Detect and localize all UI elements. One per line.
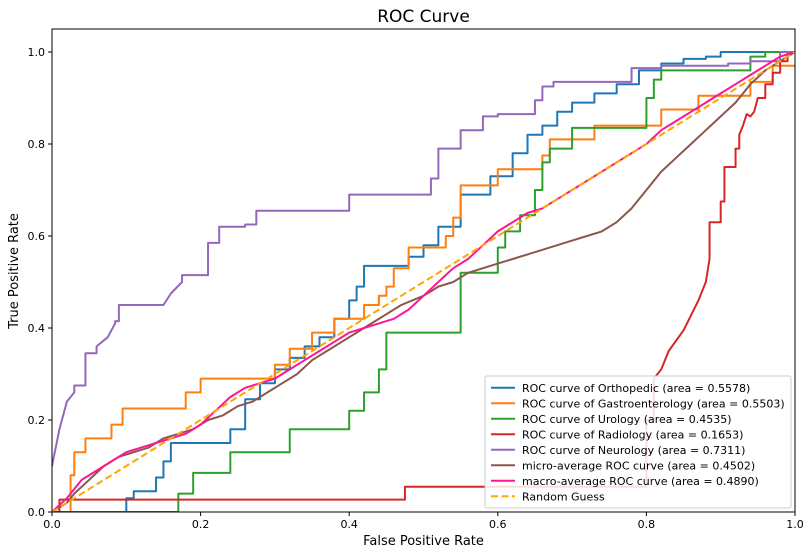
legend-entry: ROC curve of Gastroenterology (area = 0.… [522, 397, 785, 410]
x-tick-label: 0.0 [43, 518, 61, 531]
series-line-0 [52, 51, 795, 512]
y-tick-label: 0.2 [28, 414, 46, 427]
x-tick-label: 1.0 [786, 518, 804, 531]
legend: ROC curve of Orthopedic (area = 0.5578) R… [484, 375, 792, 509]
y-tick-label: 0.4 [28, 322, 46, 335]
legend-entry: macro-average ROC curve (area = 0.4890) [522, 475, 759, 488]
x-tick-label: 0.4 [340, 518, 358, 531]
y-tick-label: 0.0 [28, 506, 46, 519]
y-tick-label: 0.6 [28, 230, 46, 243]
y-tick-label: 1.0 [28, 46, 46, 59]
y-tick-label: 0.8 [28, 138, 46, 151]
legend-entry: ROC curve of Radiology (area = 0.1653) [522, 428, 743, 441]
legend-entry: ROC curve of Orthopedic (area = 0.5578) [522, 382, 750, 395]
legend-entry: micro-average ROC curve (area = 0.4502) [522, 459, 755, 472]
series-line-7 [52, 51, 795, 512]
chart-title: ROC Curve [377, 7, 470, 27]
plot-frame [51, 28, 796, 513]
legend-entry: ROC curve of Urology (area = 0.4535) [522, 413, 732, 426]
series-line-2 [52, 51, 795, 512]
x-tick-label: 0.8 [638, 518, 656, 531]
series-line-6 [52, 51, 795, 512]
x-axis-label: False Positive Rate [363, 534, 484, 549]
series-line-4 [52, 51, 795, 467]
legend-box [484, 375, 792, 509]
y-axis-label: True Positive Rate [7, 213, 22, 330]
x-tick-label: 0.6 [489, 518, 507, 531]
legend-entry: ROC curve of Neurology (area = 0.7311) [522, 444, 745, 457]
x-tick-label: 0.2 [192, 518, 210, 531]
legend-entry: Random Guess [522, 490, 605, 503]
